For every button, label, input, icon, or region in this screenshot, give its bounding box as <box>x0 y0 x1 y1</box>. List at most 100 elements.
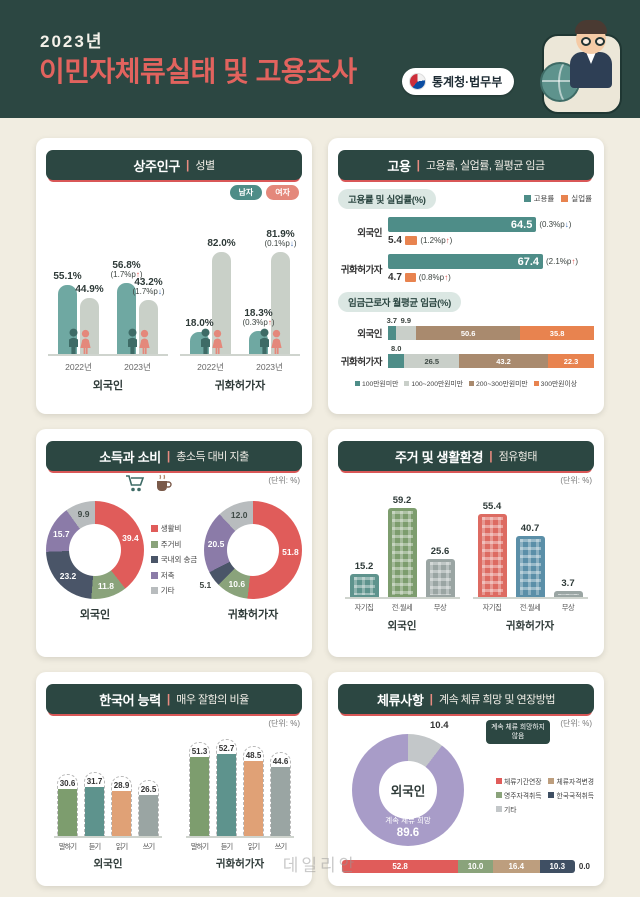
bar-value-label: 82.0% <box>207 238 235 249</box>
row-label: 귀화허가자 <box>340 357 383 368</box>
glasses-icon <box>581 37 591 46</box>
donut-hole <box>69 524 121 576</box>
legend-pill: 여자 <box>266 185 299 200</box>
panel-title: 고용 | 고용률, 실업률, 월평균 임금 <box>338 150 594 180</box>
wage-rows: 외국인 3.7 9.9 50.6 35.8 귀화허가자 8.0 26.5 43.2 22.3 <box>338 316 594 368</box>
legend-item: 주거비 <box>150 539 198 550</box>
presenter-illustration <box>530 20 624 116</box>
group-label: 외국인 <box>79 609 111 621</box>
wage-bar: 8.0 26.5 43.2 22.3 <box>388 344 594 368</box>
bar-fill <box>190 756 209 836</box>
bar <box>58 285 77 354</box>
bar-fill <box>58 788 77 836</box>
title-divider: | <box>429 692 433 706</box>
couple-icon <box>65 328 93 355</box>
panel-title-sub: 매우 잘함의 비율 <box>176 694 249 706</box>
category-row: 자기집 전·월세 무상 <box>345 603 460 613</box>
change-label: (1.2%p↑) <box>420 236 453 245</box>
legend-swatch <box>404 380 410 386</box>
value-text: 18.0% <box>185 317 214 329</box>
agency-badge-label: 통계청·법무부 <box>432 75 503 89</box>
donut-hole <box>227 524 279 576</box>
panel-title: 체류사항 | 계속 체류 희망 및 연장방법 <box>338 684 594 714</box>
header: 2023년 이민자체류실태 및 고용조사 통계청·법무부 <box>0 0 640 118</box>
unemployment-bar <box>404 236 418 245</box>
change-label: (2.1%p↑) <box>546 257 579 266</box>
title-divider: | <box>166 692 171 706</box>
legend-swatch <box>495 792 502 798</box>
ability-bar: 48.5 <box>243 745 264 836</box>
bar-fill <box>271 766 290 836</box>
building-unit: 59.2 <box>387 495 417 597</box>
legend-item: 국내외 송금 <box>150 554 197 565</box>
donut-chart: 39.4 11.8 23.2 15.7 9.9 외국인 <box>46 501 144 622</box>
legend-swatch <box>495 778 502 784</box>
stay-donut-chart: 외국인 계속 체류 희망 89.6 10.4 계속 체류 희망하지 않음 체류기간연장 영주… <box>338 718 594 858</box>
bar-segment: 10.3 <box>539 860 575 873</box>
unemployment-value: 4.7 <box>388 272 402 283</box>
building-bars: 15.2 59.2 25.6 <box>344 493 460 599</box>
bar-group: 18.0% 82.0% 2022년 18.3% (0.3%p↑) 81.9% (0.1%p↓… <box>180 224 300 393</box>
legend-item: 실업률 <box>561 193 592 204</box>
legend-item: 300만원이상 <box>533 378 577 388</box>
legend-item: 영주자격취득 <box>495 790 541 800</box>
year-row: 55.1% 44.9% 2022년 56.8% (1.7%p↑) 43.2% (1.7%p↓… <box>48 224 168 373</box>
bar-value-label: 28.9 <box>113 781 130 791</box>
building-group: 55.4 40.7 3.7 자기집 전·월세 무상 귀화허가자 <box>472 493 588 633</box>
segment-name: 계속 체류 희망하지 않음 <box>486 720 550 745</box>
bar-segment: 52.8 <box>342 860 459 873</box>
building-unit: 40.7 <box>515 523 545 597</box>
change-label: (1.7%p↑) <box>110 270 143 280</box>
panel-title-strong: 고용 <box>387 158 411 174</box>
change-label: (0.3%p↓) <box>539 220 572 229</box>
unit-label: (단위: %) <box>268 719 300 728</box>
glasses-icon <box>595 37 605 46</box>
legend-item: 생활비 <box>150 523 198 534</box>
stay-stacked-bar: 52.8 10.0 16.4 10.3 0.0 <box>338 860 594 873</box>
bar-fill <box>112 791 131 836</box>
category-row: 말하기 듣기 읽기 쓰기 <box>54 842 162 852</box>
couple-icon <box>124 328 152 355</box>
donut: 39.4 11.8 23.2 15.7 9.9 <box>46 501 144 599</box>
category-label: 듣기 <box>220 842 233 851</box>
donut: 51.8 10.6 5.1 20.5 12.0 <box>199 501 302 599</box>
change-label: (0.8%p↑) <box>418 273 451 282</box>
category-row: 자기집 전·월세 무상 <box>473 603 588 613</box>
donut-chart: 51.8 10.6 5.1 20.5 12.0 귀화허가자 <box>199 501 302 622</box>
panel-title-sub: 총소득 대비 지출 <box>176 451 249 463</box>
bar-value-label: 31.7 <box>86 776 103 786</box>
legend-item: 100만원미만 <box>354 378 398 388</box>
legend-pill: 남자 <box>229 185 263 200</box>
segment-value: 3.7 <box>386 316 398 325</box>
presenter-hair <box>575 20 607 34</box>
legend-swatch <box>150 540 158 548</box>
couple-icon <box>256 328 284 355</box>
bar-segment: 16.4 <box>492 860 540 873</box>
bar-value-label: 25.6 <box>430 545 450 557</box>
value-text: 81.9% <box>266 228 295 240</box>
value-text: 44.9% <box>75 283 104 295</box>
bar-fill <box>85 786 104 836</box>
bar-value-label: 81.9% (0.1%p↓) <box>264 229 296 249</box>
segment-value: 5.1 <box>199 579 212 590</box>
category-label: 무상 <box>561 603 575 612</box>
panel-population: 상주인구 | 성별 남자 여자 55.1% 44.9% 2022년 56.8% (1.7%… <box>36 138 312 414</box>
category-label: 읽기 <box>247 842 260 851</box>
stacked-bar: 52.8 10.0 16.4 10.3 <box>342 860 575 873</box>
category-label: 전·월세 <box>519 603 541 612</box>
wage-segment: 35.8 <box>520 326 594 340</box>
decorative-icons <box>124 473 172 493</box>
value-text: 18.3% <box>244 308 273 320</box>
bar-group: 51.3 52.7 48.5 44.6 말하기 듣기 읽기 쓰기 귀화허가자 <box>186 734 294 871</box>
ability-bar: 28.9 <box>111 776 132 836</box>
panel-title: 한국어 능력 | 매우 잘함의 비율 <box>46 684 302 714</box>
category-label: 쓰기 <box>142 842 155 851</box>
year-label: 2023년 <box>124 362 151 372</box>
legend-item: 200~300만원미만 <box>469 378 528 388</box>
rate-bars: 64.5 (0.3%p↓) 5.4 (1.2%p↑) <box>388 217 594 246</box>
row-label: 귀화허가자 <box>340 264 383 276</box>
panel-housing: 주거 및 생활환경 | 점유형태 (단위: %) 15.2 59.2 25.6 자기집… <box>328 429 604 657</box>
bar-segment: 10.0 <box>458 860 493 873</box>
title-divider: | <box>186 158 190 172</box>
section-heading: 고용률 및 실업률(%) <box>338 189 436 209</box>
